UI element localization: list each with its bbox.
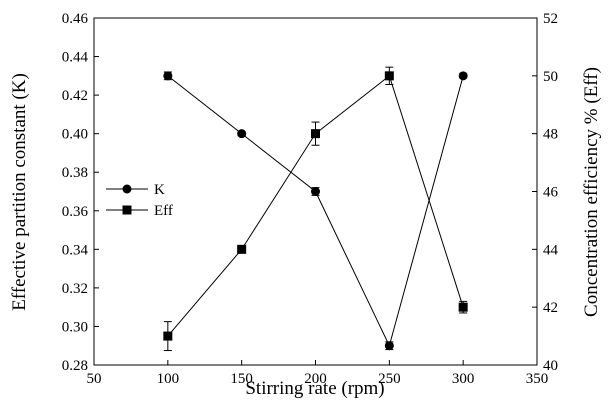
left-y-axis-ticks: 0.28 0.30 0.32 0.34 0.36 0.38 0.40 0.42 0.44 0.46 <box>62 11 99 374</box>
series-line <box>167 74 464 337</box>
right-y-axis-ticks: 40 42 44 46 48 50 52 <box>532 11 559 374</box>
series-k <box>163 71 468 351</box>
left-y-tick-label: 0.38 <box>62 165 88 181</box>
x-tick-label: 250 <box>378 371 401 387</box>
left-y-tick-label: 0.40 <box>62 127 88 143</box>
left-y-tick-label: 0.44 <box>62 50 89 66</box>
right-y-tick-label: 42 <box>543 300 558 316</box>
legend-marker <box>122 184 132 194</box>
data-point <box>384 71 394 81</box>
x-tick-label: 50 <box>87 371 102 387</box>
data-point <box>163 331 173 341</box>
data-point <box>458 302 468 312</box>
right-y-tick-label: 52 <box>543 11 558 27</box>
left-y-tick-label: 0.30 <box>62 319 88 335</box>
series-eff <box>163 66 468 352</box>
series-line <box>167 75 464 348</box>
data-point <box>384 341 394 351</box>
series-layer <box>163 66 468 352</box>
data-point <box>311 129 320 139</box>
left-y-tick-label: 0.28 <box>62 358 88 374</box>
data-point <box>163 71 173 81</box>
left-y-tick-label: 0.42 <box>62 88 88 104</box>
left-y-tick-label: 0.46 <box>62 11 89 27</box>
legend: K Eff <box>106 182 173 219</box>
data-point <box>458 71 468 81</box>
right-y-tick-label: 46 <box>543 185 559 201</box>
legend-label-k: K <box>154 182 165 198</box>
legend-label-eff: Eff <box>154 203 173 219</box>
x-tick-label: 200 <box>304 371 327 387</box>
x-tick-label: 350 <box>526 371 549 387</box>
x-tick-label: 300 <box>452 371 475 387</box>
right-y-axis-title: Concentration efficiency % (Eff) <box>581 67 602 317</box>
left-y-tick-label: 0.32 <box>62 281 88 297</box>
right-y-tick-label: 44 <box>543 242 559 258</box>
right-y-tick-label: 40 <box>543 358 558 374</box>
data-point <box>237 129 247 139</box>
x-axis-title: Stirring rate (rpm) <box>245 378 384 399</box>
left-y-axis-title: Effective partition constant (K) <box>9 73 30 311</box>
right-y-tick-label: 50 <box>543 69 558 85</box>
data-point <box>311 187 320 196</box>
data-point <box>237 244 247 254</box>
left-y-tick-label: 0.36 <box>62 204 89 220</box>
x-tick-label: 150 <box>230 371 253 387</box>
x-tick-label: 100 <box>157 371 180 387</box>
left-y-tick-label: 0.34 <box>62 242 89 258</box>
right-y-tick-label: 48 <box>543 127 558 143</box>
x-axis-ticks: 50 100 150 200 250 300 350 <box>87 360 549 387</box>
legend-marker <box>122 205 132 215</box>
